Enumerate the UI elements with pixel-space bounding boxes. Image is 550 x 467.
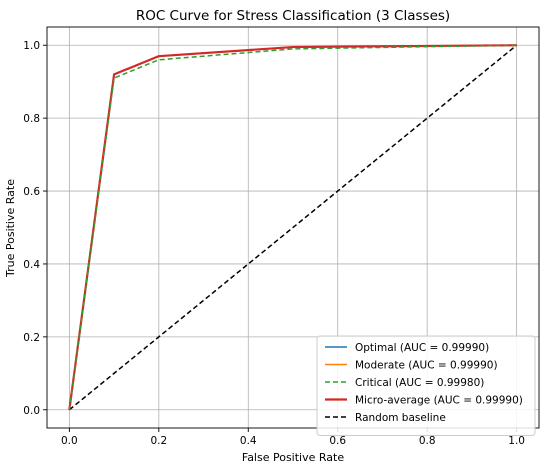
y-axis-label: True Positive Rate (4, 179, 17, 278)
x-tick-label: 0.2 (150, 435, 167, 447)
legend-label: Random baseline (355, 412, 446, 424)
series-line-4 (68, 44, 518, 411)
x-tick-label: 1.0 (508, 435, 525, 447)
y-tick-label: 0.6 (23, 186, 40, 198)
chart-title: ROC Curve for Stress Classification (3 C… (136, 8, 450, 24)
y-tick-label: 0.2 (23, 332, 40, 344)
plot-frame (46, 26, 540, 429)
x-tick-label: 0.6 (329, 435, 346, 447)
legend-box (316, 335, 536, 436)
y-tick-label: 1.0 (23, 40, 40, 52)
y-tick-label: 0.8 (23, 113, 40, 125)
x-tick-label: 0.0 (61, 435, 78, 447)
x-tick-label: 0.8 (419, 435, 436, 447)
legend-label: Optimal (AUC = 0.99990) (355, 342, 489, 354)
ticks: 0.0 0.2 0.4 0.6 0.8 1.0 0.0 0.2 0.4 0.6 0.8 1.0 (23, 40, 525, 447)
legend-label: Micro-average (AUC = 0.99990) (355, 395, 523, 407)
series-line-2 (68, 44, 517, 410)
x-tick-label: 0.4 (240, 435, 257, 447)
y-tick-label: 0.0 (23, 405, 40, 417)
y-tick-label: 0.4 (23, 259, 40, 271)
series-layer (68, 44, 518, 411)
legend: Optimal (AUC = 0.99990) Moderate (AUC = 0… (316, 335, 536, 436)
legend-label: Moderate (AUC = 0.99990) (355, 360, 498, 372)
legend-label: Critical (AUC = 0.99980) (355, 377, 484, 389)
grid (47, 27, 539, 428)
x-axis-label: False Positive Rate (242, 451, 344, 464)
